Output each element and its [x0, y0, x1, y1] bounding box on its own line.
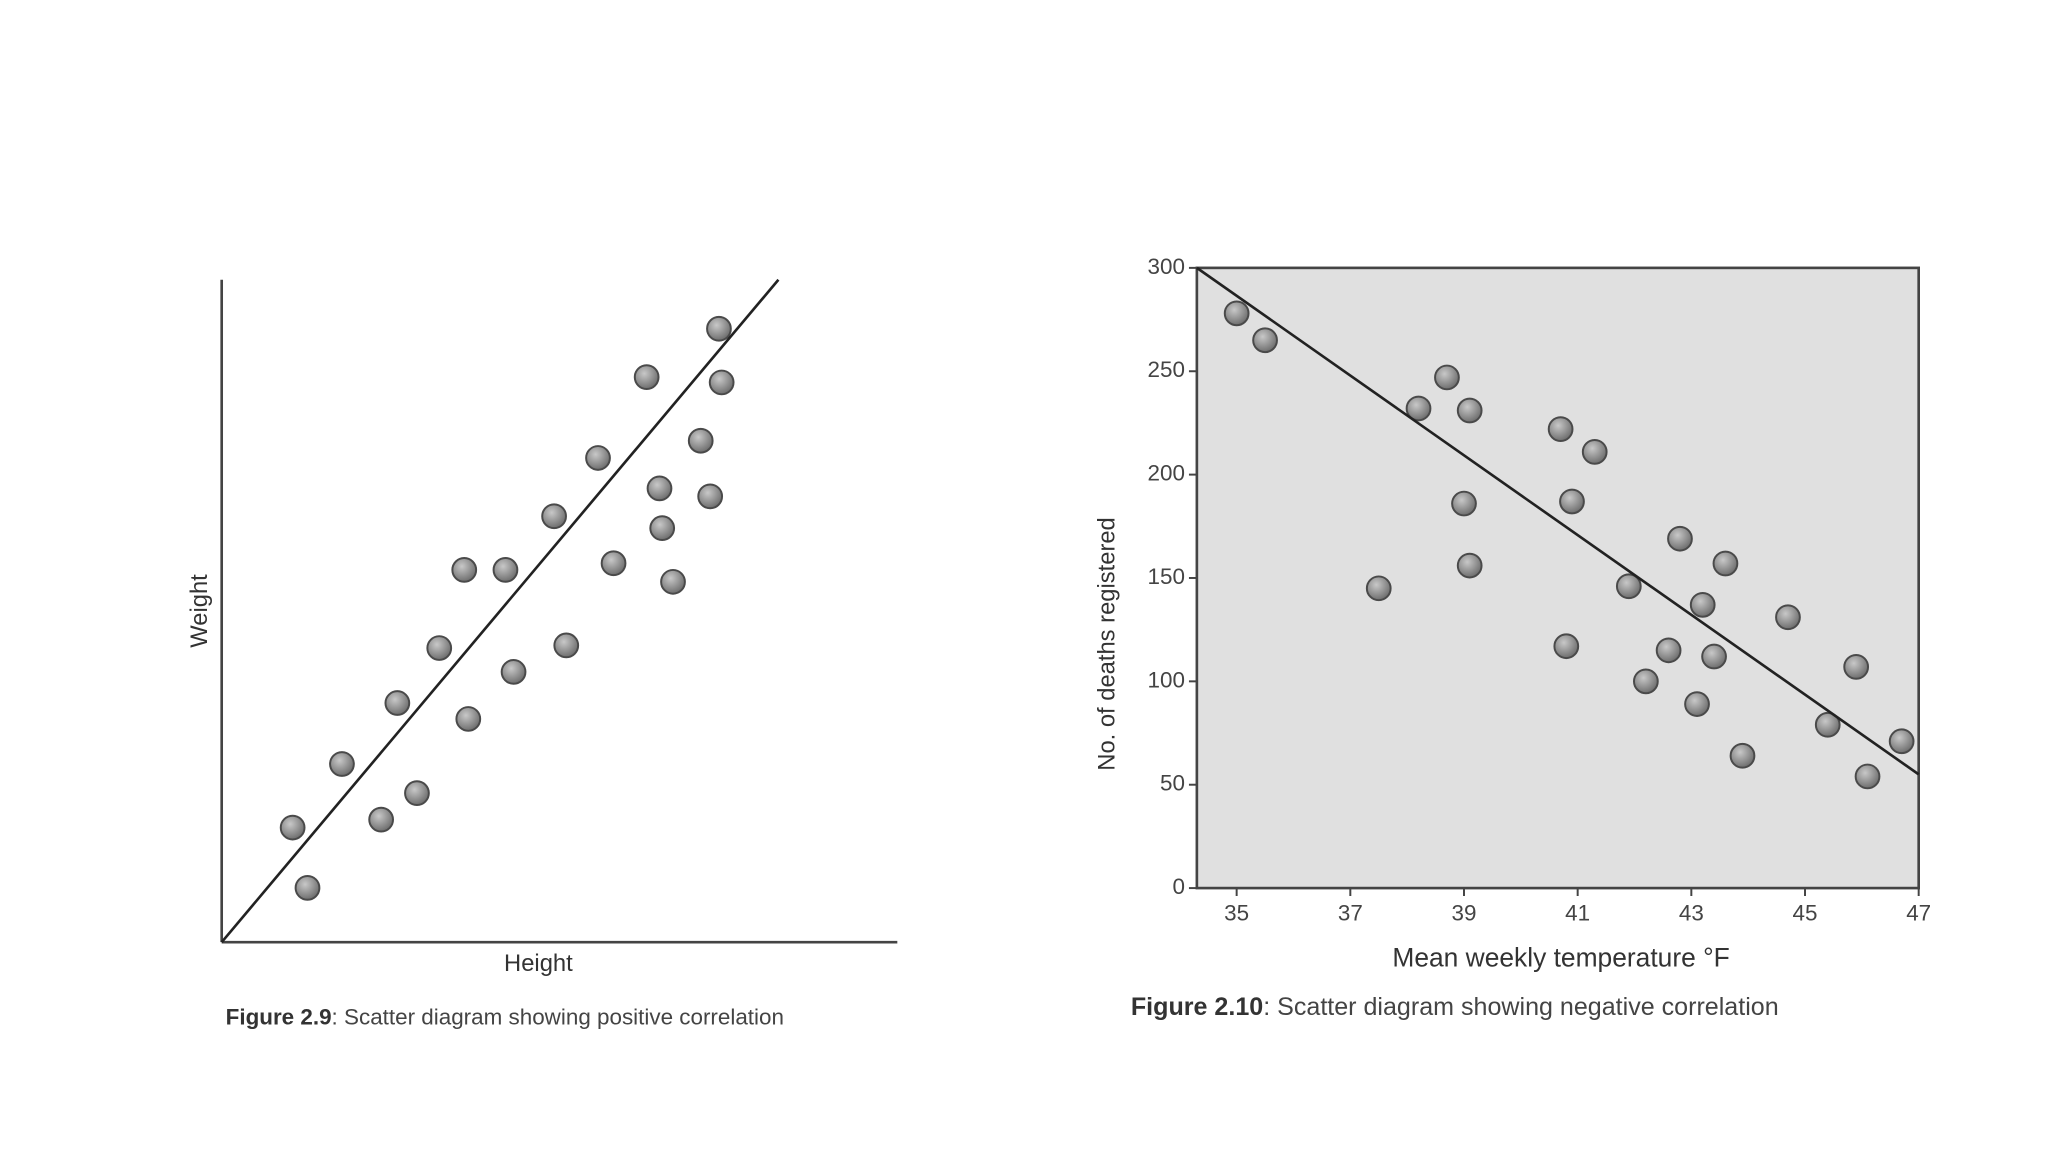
- point: [1655, 637, 1682, 664]
- point: [687, 427, 714, 454]
- x-tick-label: 47: [1906, 900, 1931, 925]
- y-tick-label: 150: [1148, 564, 1185, 589]
- x-tick-label: 43: [1679, 900, 1704, 925]
- point: [585, 445, 611, 471]
- point: [384, 690, 411, 716]
- caption-label: Figure 2.9: [226, 1005, 332, 1030]
- point: [294, 875, 321, 901]
- y-axis-title: No. of deaths registered: [1094, 517, 1121, 770]
- caption-label: Figure 2.10: [1131, 993, 1263, 1021]
- x-axis-title: Height: [504, 950, 573, 977]
- point: [1223, 300, 1250, 327]
- point: [1434, 364, 1460, 391]
- point: [1451, 490, 1477, 517]
- point: [649, 515, 676, 542]
- point: [1633, 668, 1659, 695]
- x-tick-label: 45: [1793, 900, 1818, 925]
- caption: Figure 2.9: Scatter diagram showing posi…: [226, 1005, 784, 1030]
- y-tick-label: 300: [1148, 254, 1185, 279]
- point: [1553, 633, 1580, 660]
- trend-line: [220, 278, 780, 944]
- point: [660, 568, 686, 595]
- point: [1684, 691, 1710, 717]
- point: [451, 557, 478, 583]
- point: [553, 632, 580, 659]
- point: [1615, 573, 1642, 600]
- point: [1843, 654, 1870, 680]
- y-axis-title: Weight: [186, 574, 213, 648]
- point: [1814, 711, 1841, 738]
- point: [279, 814, 306, 841]
- point: [455, 706, 482, 732]
- point: [1547, 416, 1574, 442]
- point: [492, 557, 519, 583]
- point: [1888, 728, 1915, 755]
- y-tick-label: 0: [1173, 874, 1185, 899]
- point: [1252, 327, 1278, 354]
- point: [1775, 604, 1801, 631]
- x-axis-title: Mean weekly temperature °F: [1392, 942, 1729, 972]
- x-tick-label: 37: [1338, 900, 1363, 925]
- point: [368, 806, 395, 833]
- x-tick-label: 35: [1224, 900, 1249, 925]
- y-tick-label: 100: [1148, 667, 1185, 692]
- point: [1365, 575, 1392, 602]
- point: [1581, 439, 1608, 465]
- point: [500, 659, 527, 685]
- caption: Figure 2.10: Scatter diagram showing neg…: [1131, 993, 1779, 1021]
- plot-area: [1195, 266, 1920, 890]
- point: [329, 751, 355, 777]
- point: [1689, 591, 1716, 618]
- point: [1667, 525, 1693, 552]
- point: [1456, 552, 1483, 579]
- point: [1559, 488, 1585, 515]
- point: [426, 635, 453, 661]
- caption-text: : Scatter diagram showing negative corre…: [1263, 993, 1778, 1021]
- point: [404, 780, 430, 807]
- point: [633, 364, 660, 390]
- point: [708, 369, 735, 396]
- point: [1854, 763, 1881, 790]
- point: [706, 315, 732, 342]
- trend-line: [1196, 266, 1920, 776]
- caption-text: : Scatter diagram showing positive corre…: [332, 1005, 784, 1030]
- x-tick-label: 41: [1565, 900, 1590, 925]
- point: [697, 483, 724, 510]
- point: [1712, 550, 1739, 577]
- y-tick-label: 200: [1148, 461, 1185, 486]
- point: [600, 550, 627, 577]
- y-tick-label: 250: [1148, 357, 1185, 382]
- point: [1456, 397, 1483, 424]
- point: [1405, 395, 1432, 422]
- y-tick-label: 50: [1160, 771, 1185, 796]
- point: [1729, 742, 1756, 769]
- point: [1701, 643, 1727, 670]
- point: [646, 475, 673, 502]
- point: [541, 503, 567, 530]
- x-tick-label: 39: [1452, 900, 1477, 925]
